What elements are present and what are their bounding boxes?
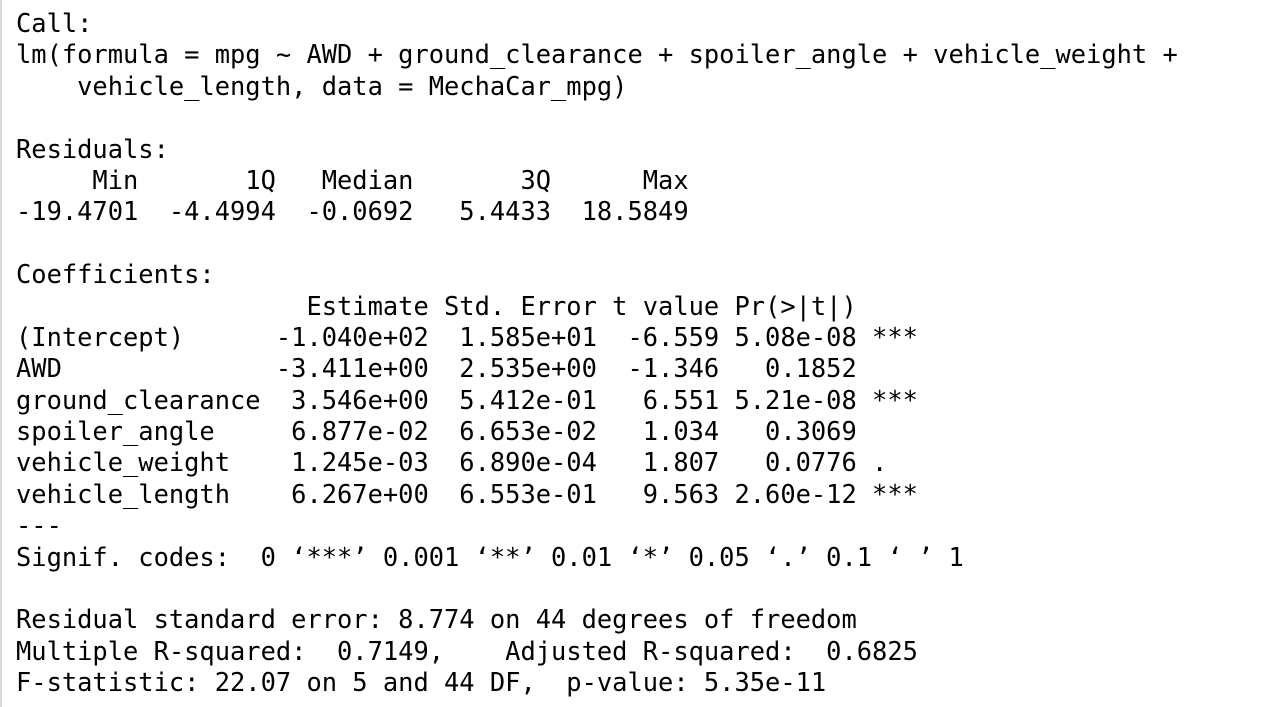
residual-standard-error-line: Residual standard error: 8.774 on 44 deg… [16, 604, 857, 635]
coefficient-row-ground-clearance: ground_clearance 3.546e+00 5.412e-01 6.5… [16, 384, 918, 415]
residuals-values-row: -19.4701 -4.4994 -0.0692 5.4433 18.5849 [16, 196, 704, 227]
blank-line [16, 573, 1193, 604]
separator-line: --- [16, 510, 62, 541]
regression-summary-output: Call: lm(formula = mpg ~ AWD + ground_cle… [16, 8, 1193, 699]
residuals-header-row: Min 1Q Median 3Q Max [16, 164, 704, 195]
coefficient-row-vehicle-length: vehicle_length 6.267e+00 6.553e-01 9.563… [16, 478, 918, 509]
r-squared-line: Multiple R-squared: 0.7149, Adjusted R-s… [16, 635, 934, 666]
call-formula-continuation: vehicle_length, data = MechaCar_mpg) [16, 70, 628, 101]
residuals-heading: Residuals: [16, 133, 169, 164]
coefficient-row-intercept: (Intercept) -1.040e+02 1.585e+01 -6.559 … [16, 321, 918, 352]
coefficients-header-row: Estimate Std. Error t value Pr(>|t|) [16, 290, 918, 321]
coefficient-row-awd: AWD -3.411e+00 2.535e+00 -1.346 0.1852 [16, 353, 918, 384]
f-statistic-line: F-statistic: 22.07 on 5 and 44 DF, p-val… [16, 667, 827, 698]
coefficients-heading: Coefficients: [16, 259, 215, 290]
coefficient-row-vehicle-weight: vehicle_weight 1.245e-03 6.890e-04 1.807… [16, 447, 918, 478]
blank-line [16, 102, 1193, 133]
signif-codes-line: Signif. codes: 0 ‘***’ 0.001 ‘**’ 0.01 ‘… [16, 541, 964, 572]
call-formula-line: lm(formula = mpg ~ AWD + ground_clearanc… [16, 39, 1194, 70]
coefficient-row-spoiler-angle: spoiler_angle 6.877e-02 6.653e-02 1.034 … [16, 416, 918, 447]
blank-line [16, 228, 1193, 259]
call-heading: Call: [16, 8, 93, 38]
